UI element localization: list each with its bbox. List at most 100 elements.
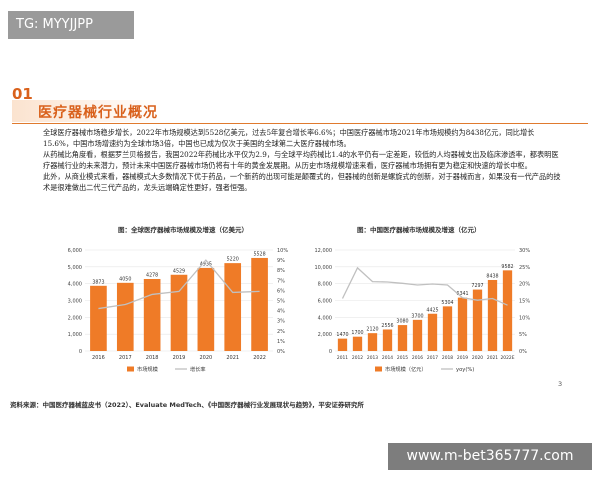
paragraph: 从药械比角度看，根据罗兰贝格报告，我国2022年药械比水平仅为2.9，与全球平均…	[43, 150, 559, 170]
section-title: 医疗器械行业概况	[38, 105, 158, 121]
bar-value-label: 4278	[146, 272, 158, 278]
x-tick-label: 2011	[337, 355, 348, 361]
bar	[170, 274, 188, 351]
bar-value-label: 1700	[351, 330, 363, 336]
y-tick-label: 6,000	[318, 299, 332, 305]
x-tick-label: 2022E	[501, 355, 515, 361]
bar	[224, 263, 242, 351]
y2-tick-label: 8%	[277, 268, 285, 274]
bar-value-label: 2556	[381, 323, 393, 329]
y-tick-label: 2,000	[318, 332, 332, 338]
bar-value-label: 3873	[92, 279, 104, 285]
page-number: 3	[558, 380, 563, 388]
bar-value-label: 1470	[336, 332, 348, 338]
x-tick-label: 2020	[199, 355, 212, 361]
chart-right-title: 图：中国医疗器械市场规模及增速（亿元）	[357, 226, 481, 234]
y2-tick-label: 15%	[519, 299, 530, 305]
x-tick-label: 2019	[173, 355, 186, 361]
paragraph: 全球医疗器械市场稳步增长，2022年市场规模达到5528亿美元，过去5年复合增长…	[43, 128, 535, 148]
y2-tick-label: 4%	[277, 309, 285, 315]
bar-value-label: 2120	[366, 327, 378, 333]
y2-tick-label: 7%	[277, 278, 285, 284]
y2-tick-label: 6%	[277, 288, 285, 294]
bar-value-label: 5220	[227, 257, 239, 263]
bar-value-label: 5304	[441, 300, 453, 306]
x-tick-label: 2018	[146, 355, 159, 361]
x-tick-label: 2021	[226, 355, 239, 361]
bar	[382, 329, 393, 351]
bar-value-label: 3080	[396, 319, 408, 325]
y-tick-label: 8,000	[318, 282, 332, 288]
bar	[90, 285, 107, 351]
bar	[472, 289, 483, 351]
legend-label: yoy(%)	[456, 367, 474, 373]
x-tick-label: 2014	[382, 355, 393, 361]
x-tick-label: 2017	[119, 355, 132, 361]
bar	[397, 325, 408, 351]
bar	[502, 270, 513, 351]
legend-label: 增长率	[190, 365, 206, 373]
y-tick-label: 12,000	[315, 248, 333, 254]
x-tick-label: 2021	[487, 355, 498, 361]
x-tick-label: 2015	[397, 355, 408, 361]
x-tick-label: 2020	[472, 355, 483, 361]
bar	[427, 313, 438, 351]
bar-value-label: 4529	[173, 268, 185, 274]
bar	[352, 336, 363, 351]
legend-swatch-bar	[375, 366, 382, 372]
y2-tick-label: 10%	[519, 315, 530, 321]
y2-tick-label: 3%	[277, 319, 285, 325]
bar	[457, 297, 468, 351]
legend-swatch-bar	[127, 366, 134, 372]
bar-value-label: 8438	[486, 273, 498, 279]
y2-tick-label: 20%	[519, 282, 530, 288]
y-tick-label: 1,000	[68, 332, 82, 338]
legend-label: 市场规模（亿元）	[385, 365, 427, 373]
x-tick-label: 2018	[442, 355, 453, 361]
paragraph: 此外，从商业模式来看，器械模式大多数情况下优于药品，一个新药的出现可能是颠覆式的…	[43, 172, 561, 192]
bar	[251, 257, 268, 351]
bar	[116, 282, 134, 351]
section-title-bar: 医疗器械行业概况	[12, 100, 588, 124]
bar-value-label: 3700	[411, 313, 423, 319]
bar-value-label: 9582	[501, 264, 513, 270]
y-tick-label: 2,000	[68, 315, 82, 321]
bar	[412, 319, 423, 351]
source-note: 资料来源：中国医疗器械蓝皮书（2022）、Evaluate MedTech、《中…	[10, 401, 364, 409]
y-tick-label: 5,000	[68, 265, 82, 271]
bar	[197, 267, 215, 351]
bar	[367, 333, 378, 351]
x-tick-label: 2016	[92, 355, 105, 361]
y-tick-label: 10,000	[315, 265, 333, 271]
y2-tick-label: 0%	[519, 349, 527, 355]
bar-value-label: 4050	[119, 276, 131, 282]
body-text: 全球医疗器械市场稳步增长，2022年市场规模达到5528亿美元，过去5年复合增长…	[43, 127, 563, 193]
chart-china-market: 0 2,000 4,000 6,000 8,000 10,000 12,000 0% 5% 10%…	[315, 248, 531, 373]
x-tick-label: 2022	[253, 355, 266, 361]
x-tick-label: 2017	[427, 355, 438, 361]
y2-tick-label: 0%	[277, 349, 285, 355]
y-tick-label: 0	[329, 349, 332, 355]
y-tick-label: 4,000	[318, 315, 332, 321]
y2-tick-label: 25%	[519, 265, 530, 271]
bar-value-label: 4425	[426, 307, 438, 313]
growth-line	[341, 266, 508, 306]
y2-tick-label: 5%	[277, 299, 285, 305]
y2-tick-label: 10%	[277, 248, 288, 254]
y-tick-label: 0	[79, 349, 82, 355]
chart-global-market: 0 1,000 2,000 3,000 4,000 5,000 6,000 0% 1% 2% 3% 4…	[68, 248, 289, 373]
bar-value-label: 7297	[471, 283, 483, 289]
x-tick-label: 2019	[457, 355, 468, 361]
section-title-background	[12, 100, 162, 122]
bar	[442, 306, 453, 351]
y2-tick-label: 2%	[277, 329, 285, 335]
watermark-bottom: www.m-bet365777.com	[388, 443, 592, 470]
y2-tick-label: 9%	[277, 258, 285, 264]
y-tick-label: 4,000	[68, 282, 82, 288]
watermark-top: TG: MYYJJPP	[8, 11, 134, 39]
bar-value-label: 4935	[200, 261, 212, 267]
bar	[487, 279, 498, 351]
chart-left-title: 图：全球医疗器械市场规模及增速（亿美元）	[118, 226, 248, 234]
bar	[143, 278, 161, 351]
x-tick-label: 2016	[412, 355, 423, 361]
